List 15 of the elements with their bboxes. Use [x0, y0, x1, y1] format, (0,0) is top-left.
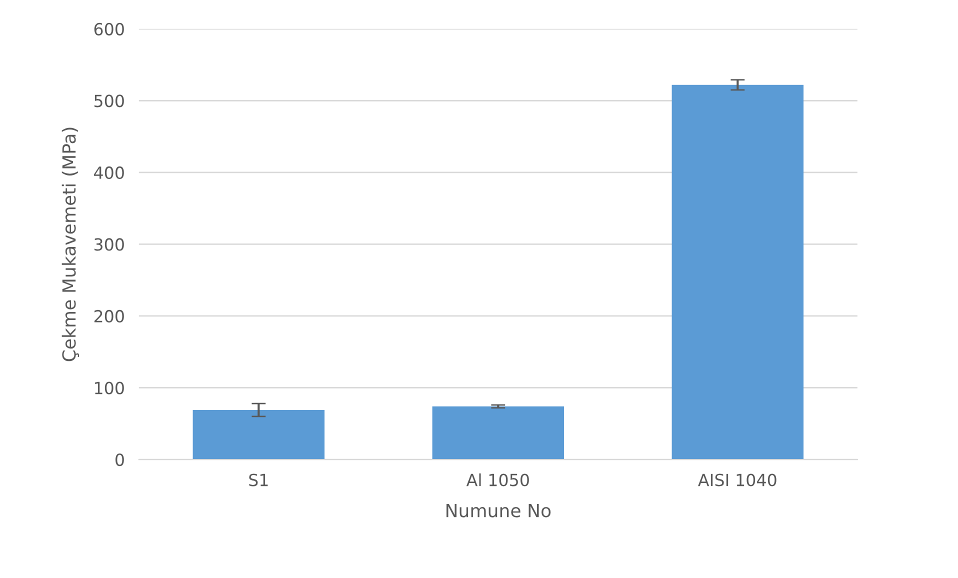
- y-tick-label: 300: [94, 238, 124, 251]
- y-axis-title: Çekme Mukavemeti (MPa): [62, 128, 80, 362]
- bar: [192, 410, 325, 460]
- y-tick-label: 100: [95, 382, 124, 394]
- y-tick-label: 0: [116, 453, 124, 466]
- y-tick-label: 500: [94, 94, 124, 108]
- y-tick-label: 600: [94, 22, 124, 36]
- bar: [672, 84, 804, 460]
- y-tick-label: 400: [94, 166, 124, 180]
- x-axis-title: Numune No: [446, 504, 551, 518]
- x-tick-label: Al 1050: [466, 473, 529, 486]
- bar: [432, 406, 564, 460]
- x-tick-label: AISI 1040: [698, 474, 776, 486]
- x-tick-label: S1: [249, 474, 268, 486]
- y-tick-label: 200: [94, 310, 124, 323]
